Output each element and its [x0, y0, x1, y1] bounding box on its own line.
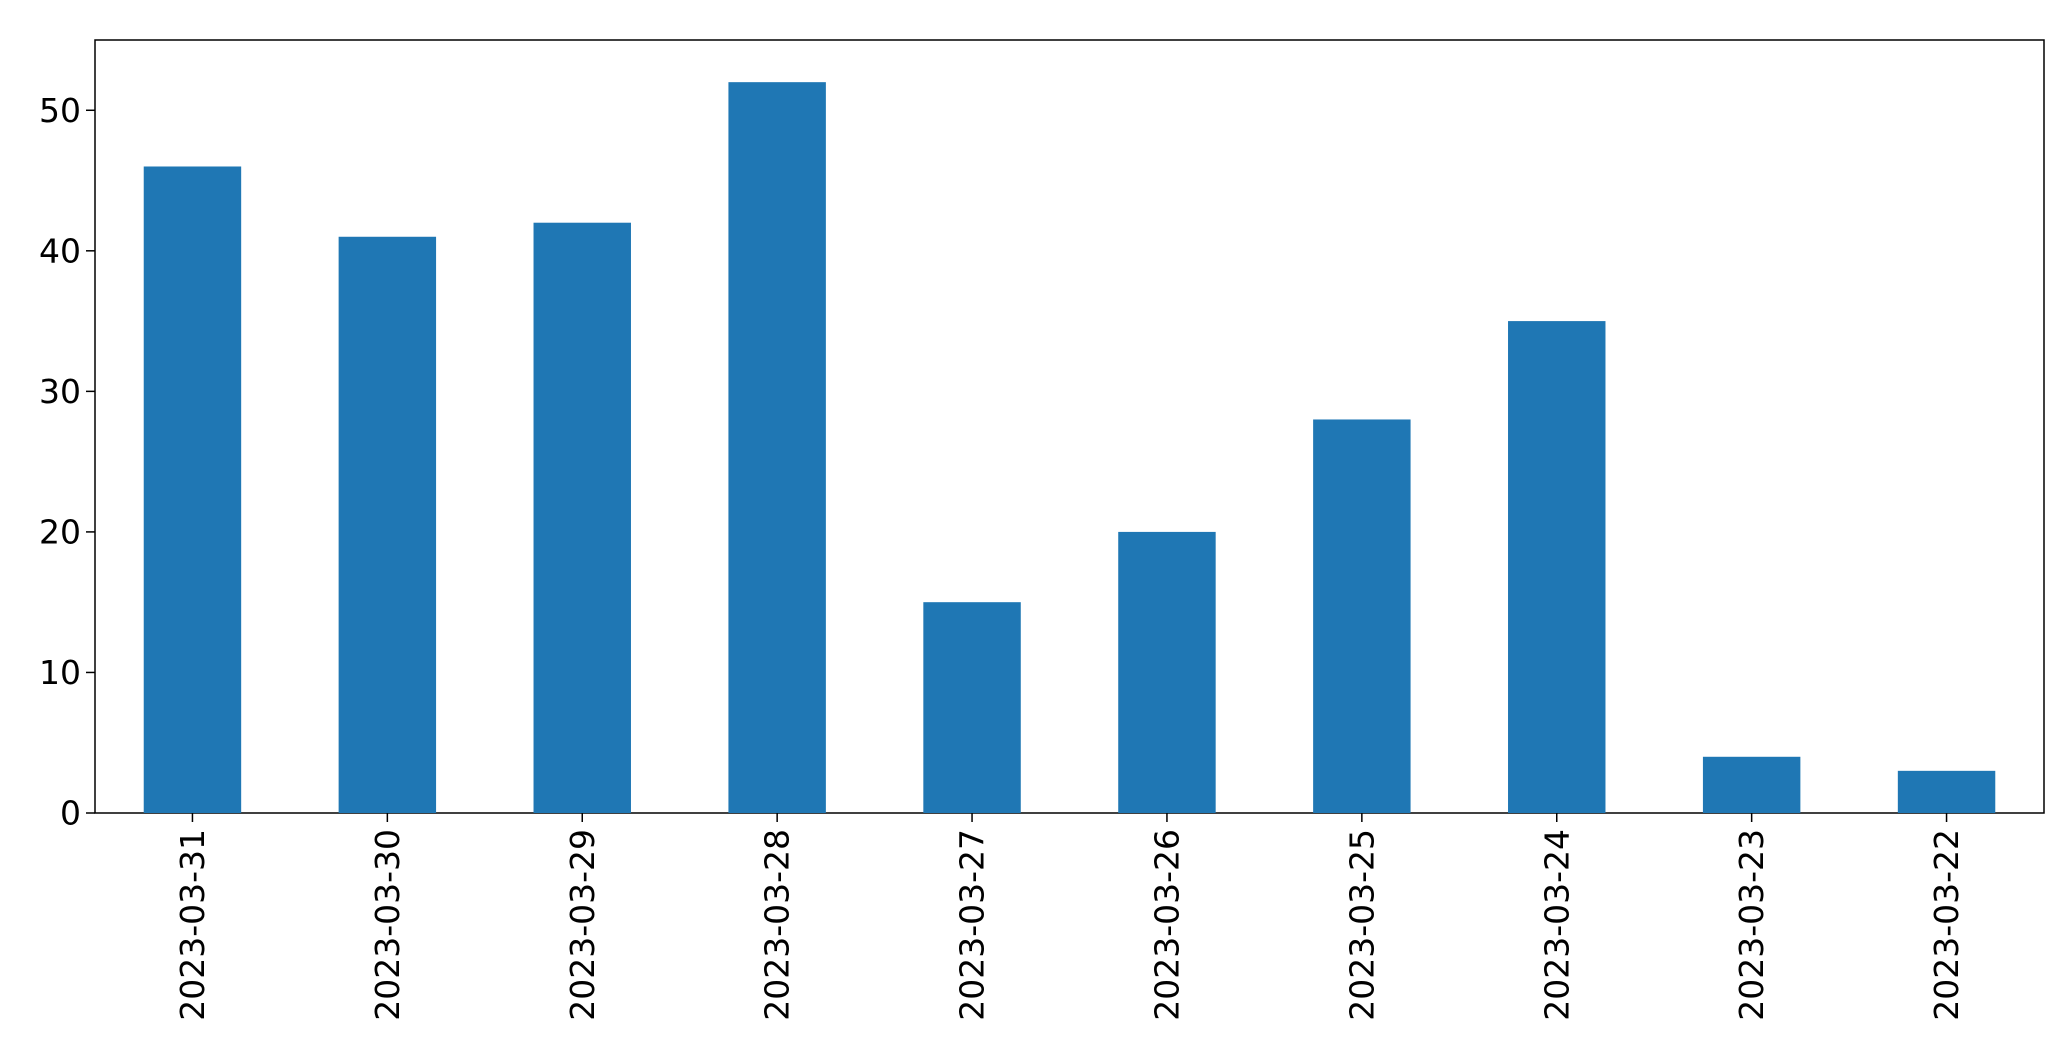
bar-2023-03-28	[728, 82, 826, 813]
y-tick-label: 0	[60, 794, 81, 833]
bar-2023-03-23	[1702, 756, 1801, 813]
y-tick-label: 20	[39, 512, 81, 551]
bar-2023-03-27	[923, 602, 1021, 813]
bar-2023-03-29	[533, 222, 631, 813]
y-axis: 0 10 20 30 40 50	[39, 91, 95, 833]
y-tick-label: 30	[39, 372, 81, 411]
y-tick-label: 10	[39, 653, 81, 692]
bar-2023-03-30	[338, 236, 437, 813]
plot-frame	[94, 39, 2045, 814]
x-tick-label: 2023-03-22	[1927, 829, 1966, 1021]
bar-2023-03-31	[143, 166, 242, 813]
bar-2023-03-25	[1313, 419, 1411, 813]
bars-layer	[143, 82, 1996, 813]
y-tick-label: 40	[39, 231, 81, 270]
x-tick-label: 2023-03-23	[1732, 829, 1771, 1021]
bar-2023-03-22	[1897, 770, 1996, 813]
x-tick-label: 2023-03-26	[1147, 829, 1186, 1021]
bar-2023-03-24	[1508, 321, 1606, 813]
x-tick-label: 2023-03-30	[368, 829, 407, 1021]
y-tick-label: 50	[39, 91, 81, 130]
x-tick-label: 2023-03-28	[758, 829, 797, 1021]
x-axis: 2023-03-31 2023-03-30 2023-03-29 2023-03-28…	[173, 813, 1966, 1021]
x-tick-label: 2023-03-25	[1342, 829, 1381, 1021]
x-tick-label: 2023-03-27	[953, 829, 992, 1021]
bar-2023-03-26	[1118, 531, 1216, 813]
x-tick-label: 2023-03-31	[173, 829, 212, 1021]
x-tick-label: 2023-03-29	[563, 829, 602, 1021]
x-tick-label: 2023-03-24	[1537, 829, 1576, 1021]
